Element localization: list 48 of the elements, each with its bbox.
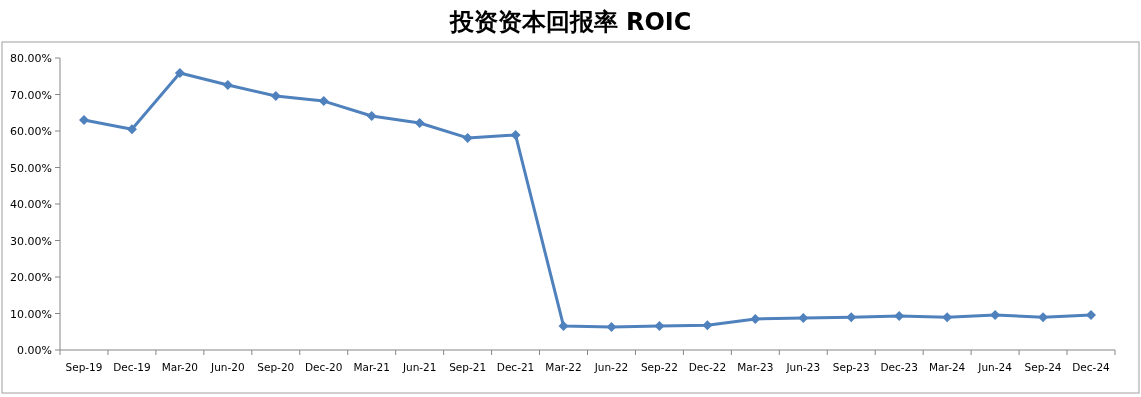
- y-tick-label: 80.00%: [10, 52, 52, 65]
- point: [366, 111, 377, 122]
- point: [462, 132, 473, 143]
- x-tick-label: Jun-23: [785, 361, 821, 373]
- x-tick-label: Dec-22: [688, 361, 727, 373]
- point: [846, 312, 857, 323]
- y-tick-label: 40.00%: [10, 198, 52, 211]
- point: [606, 322, 617, 333]
- x-tick-label: Sep-20: [257, 361, 295, 373]
- point: [78, 115, 89, 126]
- x-tick-label: Jun-21: [401, 361, 437, 373]
- x-tick-label: Dec-19: [113, 361, 151, 373]
- y-tick-label: 30.00%: [10, 234, 52, 248]
- x-tick-label: Dec-21: [496, 361, 535, 373]
- y-tick-label: 0.00%: [17, 344, 52, 357]
- x-tick-label: Jun-22: [593, 361, 629, 373]
- x-tick-label: Mar-20: [161, 361, 199, 373]
- point: [270, 90, 281, 101]
- x-tick-label: Sep-24: [1024, 361, 1062, 373]
- x-tick-label: Mar-24: [929, 361, 966, 373]
- y-tick-label: 60.00%: [10, 125, 52, 138]
- point: [510, 130, 521, 141]
- point: [222, 80, 233, 91]
- x-tick-label: Dec-20: [305, 361, 343, 373]
- x-tick-label: Mar-22: [545, 361, 582, 373]
- point: [126, 124, 137, 135]
- point: [558, 320, 569, 331]
- x-tick-label: Dec-23: [880, 361, 918, 373]
- x-tick-label: Sep-21: [449, 361, 487, 373]
- x-tick-label: Mar-23: [737, 361, 774, 373]
- x-tick-label: Jun-24: [977, 361, 1013, 373]
- y-tick-label: 20.00%: [10, 271, 52, 284]
- chart-title: 投资资本回报率 ROIC: [448, 8, 692, 36]
- x-tick-label: Sep-22: [640, 361, 678, 373]
- y-tick-label: 50.00%: [10, 161, 52, 175]
- x-tick-label: Sep-23: [832, 361, 870, 373]
- point: [654, 320, 665, 331]
- point: [414, 117, 425, 128]
- y-tick-label: 10.00%: [10, 307, 52, 321]
- x-tick-label: Dec-24: [1072, 361, 1111, 373]
- point: [1086, 309, 1097, 320]
- point: [174, 67, 185, 78]
- x-tick-label: Mar-21: [353, 361, 390, 373]
- y-tick-label: 70.00%: [10, 88, 52, 102]
- point: [702, 320, 713, 331]
- x-tick-label: Jun-20: [210, 361, 245, 373]
- point: [942, 312, 953, 323]
- x-tick-label: Sep-19: [65, 361, 103, 373]
